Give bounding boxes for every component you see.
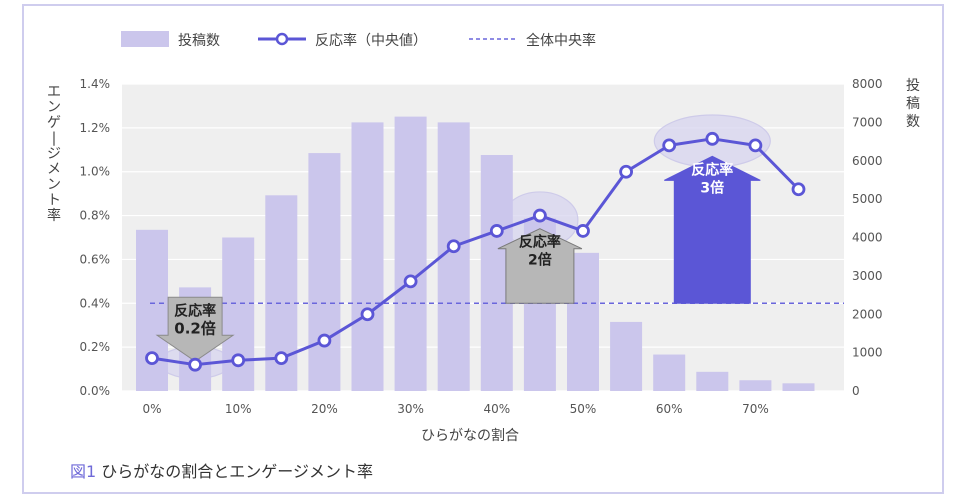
callout-label: 反応率 <box>519 234 561 251</box>
x-axis-title: ひらがなの割合 <box>421 427 519 444</box>
x-tick-label: 60% <box>656 402 683 416</box>
bar <box>222 237 255 391</box>
right-axis-title: 投稿数 <box>906 78 920 130</box>
right-tick-label: 2000 <box>852 307 883 321</box>
bar <box>782 383 815 391</box>
left-tick-label: 0.0% <box>80 384 111 398</box>
line-point <box>705 131 720 146</box>
line-series <box>151 137 800 367</box>
callout-arrow-up-blue <box>664 155 761 304</box>
right-tick-label: 1000 <box>852 346 883 360</box>
callout-arrow-up-gray <box>497 228 583 304</box>
line-point <box>188 357 203 372</box>
left-axis-title-char: ジ <box>47 146 61 162</box>
legend-bar-swatch <box>121 31 169 47</box>
left-axis-title-char: 率 <box>47 207 61 224</box>
bar <box>696 371 729 391</box>
bar <box>739 380 772 391</box>
figure-caption: 図1 ひらがなの割合とエンゲージメント率 <box>70 458 373 482</box>
left-axis-title-char: ン <box>47 100 61 116</box>
legend-line-label: 反応率（中央値） <box>315 32 427 49</box>
right-tick-label: 3000 <box>852 269 883 283</box>
left-axis-title-char: ゲ <box>47 115 61 131</box>
right-axis-title-char: 投 <box>906 78 920 94</box>
right-axis-title-char: 稿 <box>906 96 920 112</box>
left-axis-title-char: ト <box>47 193 61 209</box>
figure-frame: 投稿数 反応率（中央値） 全体中央率 反応率 0.2倍 反応率 2倍 反応率 3倍 0.0… <box>22 4 944 494</box>
bar <box>136 229 168 391</box>
left-axis-title-char: ン <box>47 177 61 193</box>
bar <box>308 153 341 391</box>
callout-value: 3倍 <box>700 179 724 196</box>
bar <box>351 122 384 391</box>
x-tick-label: 40% <box>483 402 510 416</box>
line-point <box>446 239 461 254</box>
left-axis-ticks: 0.0% 0.2% 0.4% 0.6% 0.8% 1.0% 1.2% 1.4% <box>80 77 111 398</box>
bars <box>136 116 815 392</box>
left-axis-title-char: | <box>52 131 57 147</box>
line-point <box>403 274 418 289</box>
callout-value: 2倍 <box>528 252 552 269</box>
bar <box>653 354 686 391</box>
left-axis-title-char: メ <box>47 162 61 178</box>
callout-value: 0.2倍 <box>174 319 216 337</box>
x-tick-label: 30% <box>397 402 424 416</box>
right-tick-label: 0 <box>852 384 860 398</box>
callout-arrow-down <box>155 296 235 362</box>
bar <box>610 321 643 391</box>
figure-label: 図1 <box>70 462 97 481</box>
x-axis-ticks: 0% 10% 20% 30% 40% 50% 60% 70% <box>142 402 768 416</box>
right-axis-ticks: 0 1000 2000 3000 4000 5000 6000 7000 8000 <box>852 77 883 398</box>
right-tick-label: 4000 <box>852 231 883 245</box>
line-point <box>748 138 763 153</box>
line-point <box>791 182 806 197</box>
line-point <box>231 353 246 368</box>
callout-label: 反応率 <box>691 161 733 178</box>
left-tick-label: 1.0% <box>80 165 111 179</box>
line-point <box>533 208 547 223</box>
legend-bar-label: 投稿数 <box>178 33 220 49</box>
right-tick-label: 8000 <box>852 77 883 91</box>
line-points <box>145 131 806 372</box>
right-tick-label: 6000 <box>852 154 883 168</box>
x-tick-label: 0% <box>142 402 161 416</box>
right-tick-label: 5000 <box>852 192 883 206</box>
legend: 投稿数 反応率（中央値） 全体中央率 <box>121 31 596 49</box>
left-tick-label: 0.8% <box>80 209 111 223</box>
x-tick-label: 10% <box>225 402 252 416</box>
line-point <box>619 164 633 179</box>
line-point <box>576 224 590 238</box>
line-point <box>662 138 677 153</box>
left-tick-label: 1.4% <box>80 77 111 91</box>
line-point <box>489 224 504 238</box>
left-tick-label: 1.2% <box>80 121 111 135</box>
right-axis-title-char: 数 <box>906 114 920 130</box>
left-axis-title: エンゲ|ジメント率 <box>47 84 61 224</box>
right-tick-label: 7000 <box>852 115 883 129</box>
legend-dashed-label: 全体中央率 <box>526 32 596 49</box>
line-point <box>360 307 375 322</box>
left-tick-label: 0.2% <box>80 340 111 354</box>
left-tick-label: 0.6% <box>80 252 111 266</box>
line-point <box>145 351 159 366</box>
bar <box>394 116 427 392</box>
left-tick-label: 0.4% <box>80 296 111 310</box>
callout-label: 反応率 <box>174 302 216 319</box>
line-point <box>274 351 289 366</box>
line-point <box>317 333 332 348</box>
left-axis-title-char: エ <box>47 84 61 100</box>
legend-line-marker <box>275 32 289 46</box>
x-tick-label: 70% <box>742 402 769 416</box>
x-tick-label: 50% <box>570 402 597 416</box>
x-tick-label: 20% <box>311 402 338 416</box>
caption-text: ひらがなの割合とエンゲージメント率 <box>101 462 373 481</box>
